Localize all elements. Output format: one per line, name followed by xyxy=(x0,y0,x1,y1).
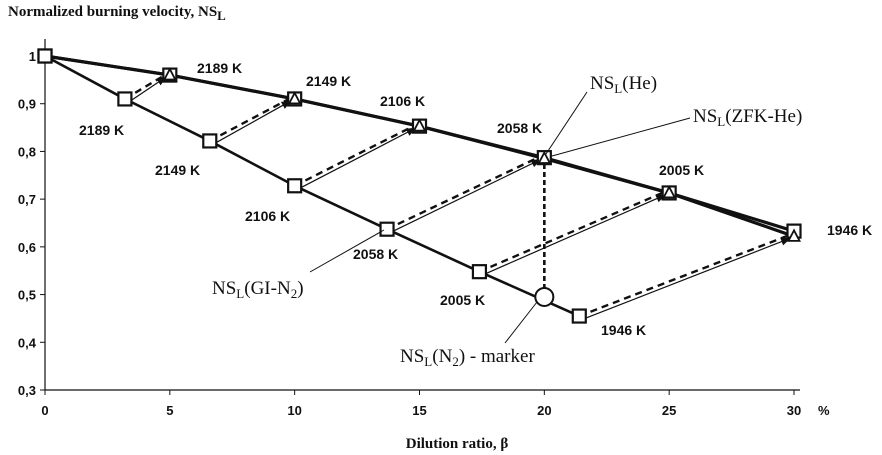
x-axis-title: Dilution ratio, β xyxy=(406,436,509,452)
leader-he xyxy=(545,91,588,155)
lower-temp-label: 2106 K xyxy=(245,208,290,224)
x-tick-label: 5 xyxy=(166,403,173,418)
y-tick-label: 0,6 xyxy=(18,240,36,255)
lower-temp-label: 1946 K xyxy=(601,322,646,338)
x-tick-label: 10 xyxy=(287,403,301,418)
triangle-marker xyxy=(162,67,177,81)
upper-temp-label: 2005 K xyxy=(659,162,704,178)
x-tick-label: 25 xyxy=(662,403,676,418)
triangle-marker xyxy=(412,118,427,132)
y-tick-label: 0,8 xyxy=(18,144,36,159)
upper-temp-label: 2149 K xyxy=(306,73,351,89)
arrow-link xyxy=(213,100,292,145)
y-tick-label: 0,3 xyxy=(18,383,36,398)
x-tick-label: 0 xyxy=(41,403,48,418)
dashed-link xyxy=(478,188,670,273)
annotation-zfk-he: NSL(ZFK-He) xyxy=(693,106,802,129)
x-tick-label: 30 xyxy=(787,403,801,418)
upper-temp-label: 2058 K xyxy=(497,120,542,136)
arrow-link xyxy=(390,159,542,233)
dilution-links xyxy=(124,71,795,320)
series-markers xyxy=(37,48,802,324)
lower-temp-label: 2189 K xyxy=(79,122,124,138)
y-tick-labels: 0,3 0,4 0,5 0,6 0,7 0,8 0,9 1 xyxy=(18,49,37,398)
annotation-leaders xyxy=(309,91,691,344)
triangle-marker xyxy=(287,91,302,105)
arrow-link xyxy=(128,76,167,103)
axis-ticks xyxy=(40,55,795,395)
triangle-marker xyxy=(537,150,552,164)
lower-temp-label: 2005 K xyxy=(440,292,485,308)
dashed-link xyxy=(578,232,795,318)
upper-temp-label: 2106 K xyxy=(380,93,425,109)
dashed-link xyxy=(124,71,171,100)
dashed-link xyxy=(209,94,296,142)
annotation-n2-marker: NSL(N2) - marker xyxy=(400,346,535,369)
x-tick-label: 20 xyxy=(537,403,551,418)
upper-temp-labels: 2189 K 2149 K 2106 K 2058 K 2005 K 1946 … xyxy=(197,60,872,238)
square-marker xyxy=(471,264,488,280)
arrow-link xyxy=(483,194,667,276)
triangle-marker xyxy=(662,185,677,199)
y-tick-label: 0,4 xyxy=(18,335,37,350)
lower-temp-labels: 2189 K 2149 K 2106 K 2058 K 2005 K 1946 … xyxy=(79,122,646,338)
arrow-link xyxy=(298,127,417,190)
lower-temp-label: 2149 K xyxy=(155,162,200,178)
chart-title: Normalized burning velocity, NSL xyxy=(8,4,226,23)
square-marker xyxy=(117,91,133,107)
square-marker xyxy=(202,133,218,149)
dashed-link xyxy=(386,153,545,231)
annotation-gi-n2: NSL(GI-N2) xyxy=(212,278,304,301)
upper-temp-label: 2189 K xyxy=(197,60,242,76)
square-marker xyxy=(571,308,587,324)
square-marker xyxy=(37,48,53,64)
circle-marker xyxy=(534,286,555,307)
leader-n2-marker xyxy=(504,301,538,344)
x-axis-unit: % xyxy=(818,403,830,418)
square-marker xyxy=(287,178,303,194)
leader-gi-n2 xyxy=(309,229,385,273)
annotation-he: NSL(He) xyxy=(590,73,657,96)
y-tick-label: 0,5 xyxy=(18,288,36,303)
triangle-marker xyxy=(787,228,801,242)
x-tick-label: 15 xyxy=(412,403,426,418)
y-tick-label: 0,9 xyxy=(18,97,36,112)
arrow-link xyxy=(583,237,791,320)
y-tick-label: 1 xyxy=(29,49,36,64)
square-marker xyxy=(379,221,395,237)
leader-zfk-he xyxy=(551,117,691,157)
upper-temp-label: 1946 K xyxy=(827,222,872,238)
x-tick-labels: 0 5 10 15 20 25 30 xyxy=(41,403,801,418)
dashed-link xyxy=(294,122,421,187)
lower-temp-label: 2058 K xyxy=(353,246,398,262)
y-tick-label: 0,7 xyxy=(18,192,36,207)
